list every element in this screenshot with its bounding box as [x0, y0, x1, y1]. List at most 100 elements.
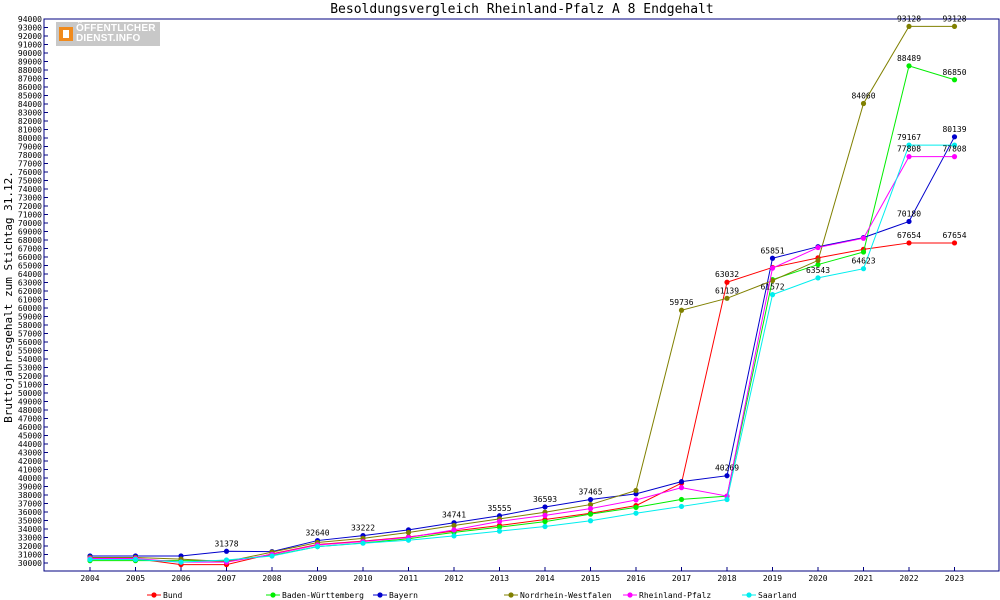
data-point — [678, 307, 685, 313]
x-tick-label: 2016 — [626, 574, 645, 583]
data-point — [769, 277, 776, 284]
y-tick-label: 68000 — [18, 236, 42, 245]
data-point — [587, 506, 594, 512]
data-label: 93128 — [897, 14, 921, 23]
x-tick-label: 2009 — [308, 574, 327, 583]
y-tick-label: 91000 — [18, 41, 42, 50]
data-point — [724, 473, 730, 479]
y-tick-label: 33000 — [18, 534, 42, 543]
y-tick-label: 55000 — [18, 347, 42, 356]
data-label: 86850 — [942, 68, 966, 77]
y-tick-label: 89000 — [18, 58, 42, 67]
data-point — [906, 23, 912, 30]
data-point — [769, 255, 776, 261]
legend-swatch-marker — [627, 592, 633, 598]
series-line — [90, 65, 955, 562]
data-label: 79167 — [897, 133, 921, 142]
legend-swatch-marker — [746, 592, 752, 598]
data-point — [678, 485, 685, 491]
data-label: 65851 — [760, 246, 784, 255]
y-tick-label: 75000 — [18, 177, 42, 186]
data-label: 34741 — [442, 511, 466, 520]
data-label: 33222 — [351, 524, 375, 533]
y-tick-label: 38000 — [18, 491, 42, 500]
y-tick-label: 56000 — [18, 338, 42, 347]
data-point — [178, 559, 184, 565]
y-tick-label: 58000 — [18, 321, 42, 330]
data-point — [633, 510, 639, 516]
y-tick-label: 49000 — [18, 398, 42, 407]
data-point — [451, 533, 457, 539]
data-point — [906, 142, 912, 148]
data-label: 31378 — [214, 539, 238, 548]
y-tick-label: 78000 — [18, 151, 42, 160]
data-point — [542, 518, 548, 525]
data-point — [542, 512, 548, 519]
x-axis: 2004 2005 2006 2007 2008 2009 2010 2011 2012 2013… — [80, 567, 964, 583]
y-tick-label: 72000 — [18, 202, 42, 211]
y-tick-label: 50000 — [18, 389, 42, 398]
x-tick-label: 2013 — [490, 574, 509, 583]
x-tick-label: 2023 — [945, 574, 964, 583]
data-point — [542, 523, 548, 530]
legend-label: Baden-Württemberg — [282, 591, 364, 600]
data-point — [587, 511, 594, 517]
chart-title: Besoldungsvergleich Rheinland-Pfalz A 8 … — [330, 2, 714, 17]
y-tick-label: 67000 — [18, 245, 42, 254]
data-point — [724, 496, 730, 503]
data-point — [633, 504, 639, 510]
data-label: 70180 — [897, 209, 921, 218]
data-label: 61139 — [715, 286, 739, 295]
data-point — [451, 527, 457, 533]
data-point — [633, 487, 639, 494]
logo-line-2: DIENST.INFO — [76, 33, 141, 44]
legend-label: Rheinland-Pfalz — [639, 591, 711, 600]
plot-frame — [43, 18, 1000, 572]
x-tick-label: 2004 — [80, 574, 99, 583]
series-line — [90, 25, 955, 563]
legend-swatch-marker — [508, 592, 514, 598]
data-label: 77808 — [942, 145, 966, 154]
data-point — [132, 556, 139, 563]
series-line — [89, 242, 955, 566]
x-tick-label: 2005 — [126, 574, 145, 583]
data-point — [815, 275, 821, 281]
y-tick-label: 90000 — [18, 49, 42, 58]
data-label: 59736 — [669, 298, 693, 307]
data-point — [496, 528, 503, 534]
y-tick-label: 48000 — [18, 406, 42, 415]
y-tick-label: 76000 — [18, 168, 42, 177]
data-label: 64623 — [851, 257, 875, 266]
data-label: 80139 — [942, 125, 966, 134]
y-tick-label: 88000 — [18, 66, 42, 75]
data-point — [542, 504, 548, 510]
y-tick-label: 40000 — [18, 474, 42, 483]
data-point — [860, 235, 867, 241]
data-point — [360, 540, 366, 546]
y-tick-label: 81000 — [18, 126, 42, 135]
y-tick-label: 60000 — [18, 304, 42, 313]
data-point — [951, 77, 958, 83]
x-tick-label: 2006 — [171, 574, 190, 583]
x-tick-label: 2022 — [899, 574, 918, 583]
series-group — [87, 23, 958, 568]
data-point — [87, 556, 93, 563]
y-tick-label: 54000 — [18, 355, 42, 364]
data-point — [451, 522, 457, 529]
data-point — [860, 100, 867, 107]
legend-swatch-marker — [151, 592, 157, 598]
data-label: 61572 — [760, 283, 784, 292]
y-tick-label: 42000 — [18, 457, 42, 466]
x-tick-label: 2012 — [444, 574, 463, 583]
data-point — [769, 265, 776, 271]
y-tick-label: 43000 — [18, 449, 42, 458]
y-tick-label: 34000 — [18, 525, 42, 534]
data-point — [906, 154, 912, 160]
y-tick-label: 57000 — [18, 330, 42, 339]
data-point — [906, 240, 912, 246]
site-logo: ÖFFENTLICHER DIENST.INFO — [56, 22, 160, 46]
x-tick-label: 2017 — [672, 574, 691, 583]
series-line — [90, 144, 955, 563]
data-point — [951, 142, 958, 148]
data-point — [724, 279, 730, 285]
